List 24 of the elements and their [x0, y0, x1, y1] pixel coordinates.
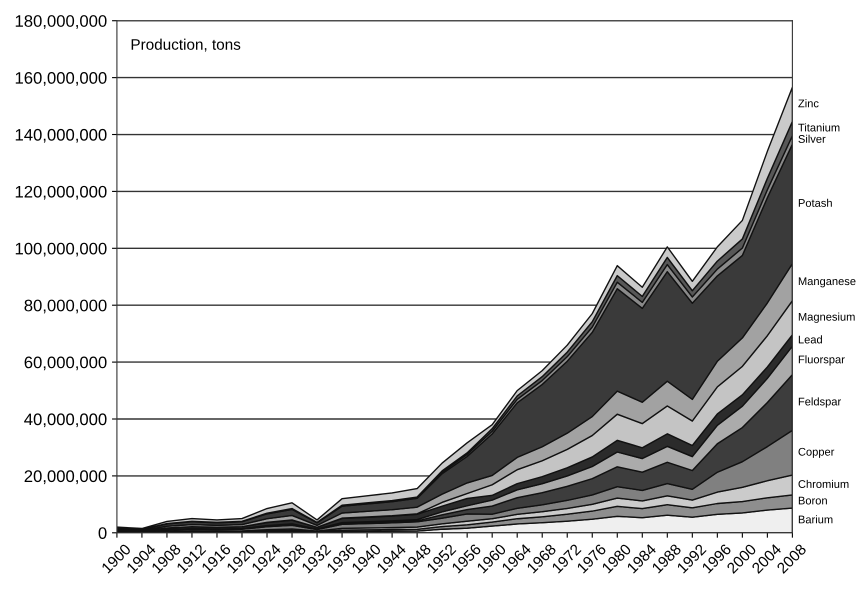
y-tick-label: 80,000,000: [24, 300, 107, 314]
y-tick-label: 140,000,000: [16, 128, 107, 143]
series-label: Chromium: [798, 480, 848, 488]
y-tick-label: 180,000,000: [16, 15, 107, 29]
series-label: Lead: [798, 335, 822, 344]
series-label: Titanium: [798, 123, 840, 132]
y-tick-label: 160,000,000: [16, 72, 107, 86]
series-label: Silver: [798, 134, 826, 143]
y-tick-label: 120,000,000: [16, 186, 107, 200]
series-label: Manganese: [798, 277, 856, 288]
y-tick-label: 20,000,000: [24, 470, 107, 484]
series-label: Barium: [798, 515, 832, 524]
y-tick-label: 40,000,000: [24, 413, 107, 428]
series-label: Zinc: [798, 99, 819, 108]
series-label: Potash: [798, 198, 832, 207]
series-label: Copper: [798, 448, 834, 458]
series-label: Fluorspar: [798, 355, 845, 366]
series-label: Boron: [798, 496, 827, 504]
series-label: Magnesium: [798, 312, 855, 323]
annotation: Production, tons: [132, 38, 240, 52]
y-tick-label: 60,000,000: [24, 356, 107, 370]
y-tick-label: 0: [98, 527, 107, 540]
series-label: Feldspar: [798, 397, 841, 408]
y-tick-label: 100,000,000: [16, 242, 107, 256]
